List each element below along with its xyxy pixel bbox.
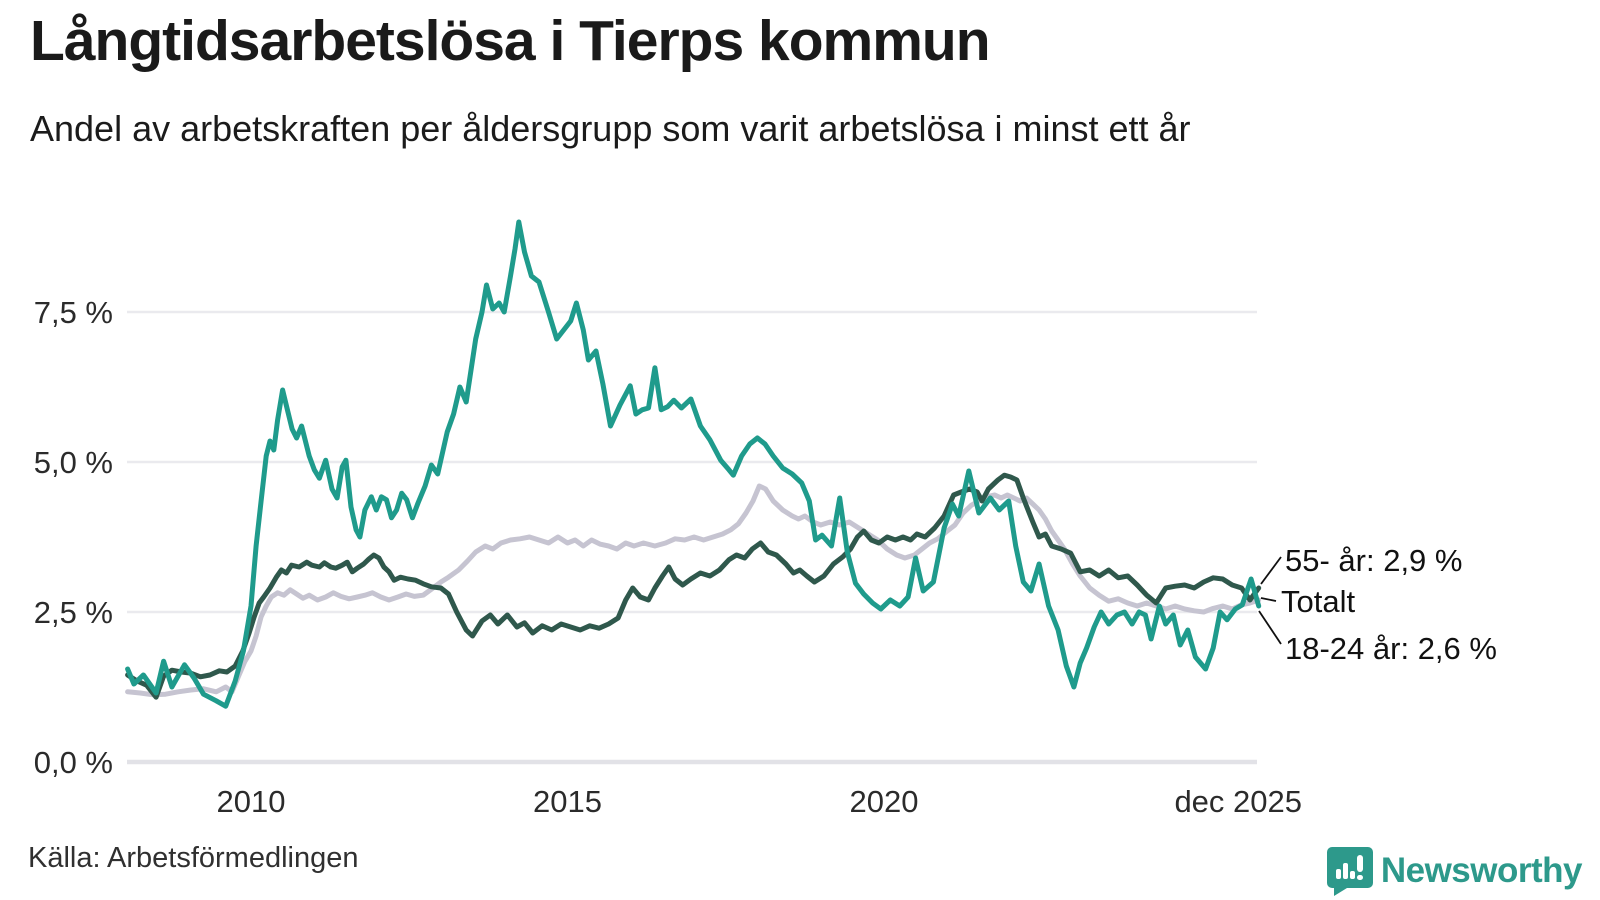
y-axis-tick-label: 0,0 % (34, 745, 113, 780)
y-axis-tick-label: 2,5 % (34, 595, 113, 630)
brand-wordmark: Newsworthy (1380, 851, 1583, 890)
page-subtitle: Andel av arbetskraften per åldersgrupp s… (30, 108, 1191, 149)
annotation-label: 18-24 år: 2,6 % (1285, 631, 1497, 666)
page-title: Långtidsarbetslösa i Tierps kommun (30, 9, 991, 73)
x-axis-tick-label: 2010 (217, 784, 286, 819)
series-line-totalt (125, 483, 1262, 698)
annotation-label: 55- år: 2,9 % (1285, 543, 1462, 578)
brand: Newsworthy (1326, 845, 1583, 897)
x-axis-tick-label: 2020 (850, 784, 919, 819)
newsworthy-logo-icon (1326, 847, 1373, 896)
y-axis-tick-label: 5,0 % (34, 445, 113, 480)
annotation-leader-line (1258, 610, 1282, 645)
annotation-leader-line (1260, 556, 1282, 585)
series-line-55--r (125, 472, 1262, 700)
x-axis-tick-label: dec 2025 (1174, 784, 1302, 819)
logo-bubble (1326, 847, 1373, 896)
source-text: Källa: Arbetsförmedlingen (28, 842, 359, 874)
x-axis-tick-label: 2015 (533, 784, 602, 819)
annotation-leader-line (1260, 597, 1277, 602)
y-axis-tick-label: 7,5 % (34, 295, 113, 330)
annotation-label: Totalt (1281, 584, 1355, 619)
series-line-18-24-r (125, 219, 1262, 709)
